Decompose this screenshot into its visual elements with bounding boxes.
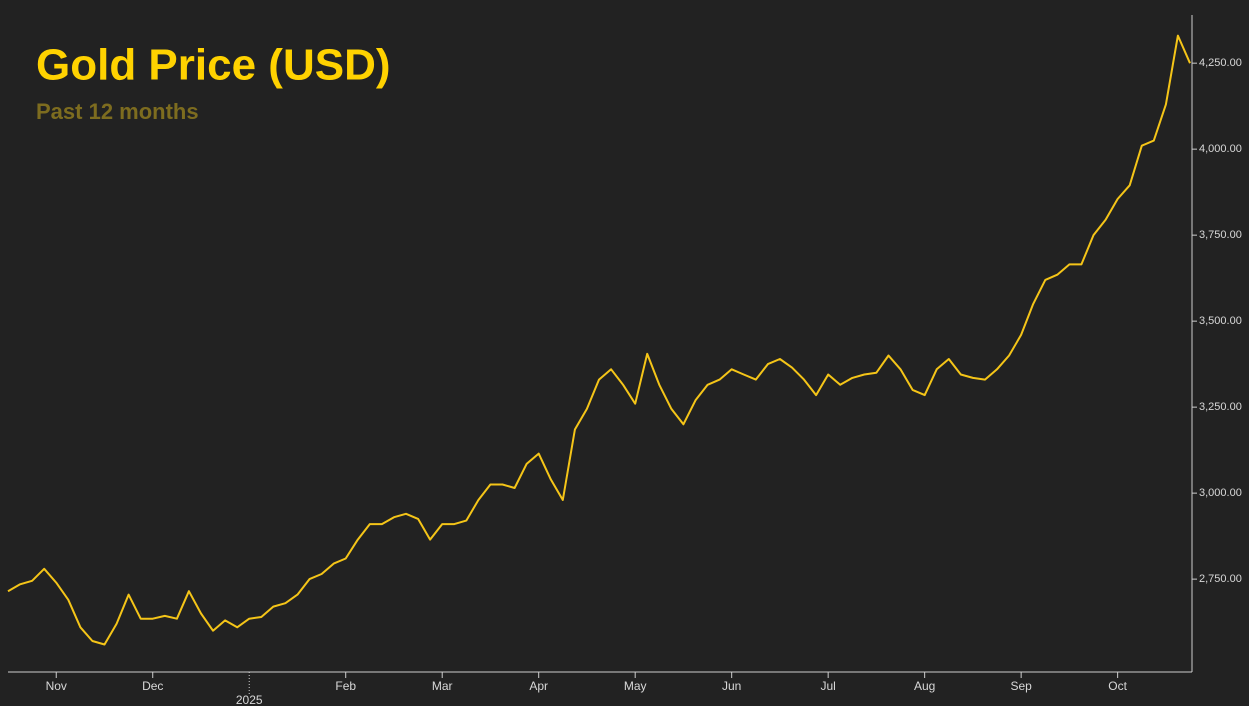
x-tick-label: Oct bbox=[1108, 679, 1127, 693]
chart-subtitle: Past 12 months bbox=[36, 99, 199, 124]
y-tick-label: 3,250.00 bbox=[1199, 401, 1242, 413]
x-tick-label: Apr bbox=[529, 679, 548, 693]
x-tick-label: Nov bbox=[46, 679, 67, 693]
x-tick-label: Jul bbox=[820, 679, 835, 693]
x-tick-label: Mar bbox=[432, 679, 453, 693]
x-tick-label: Dec bbox=[142, 679, 163, 693]
x-tick-label: Feb bbox=[335, 679, 356, 693]
y-tick-label: 3,500.00 bbox=[1199, 315, 1242, 327]
y-tick-label: 2,750.00 bbox=[1199, 573, 1242, 585]
price-line bbox=[7, 34, 1191, 646]
y-tick-label: 4,250.00 bbox=[1199, 57, 1242, 69]
x-tick-label: Sep bbox=[1010, 679, 1032, 693]
x-tick-label: 2025 bbox=[236, 693, 263, 706]
y-tick-label: 3,750.00 bbox=[1199, 229, 1242, 241]
y-tick-label: 4,000.00 bbox=[1199, 143, 1242, 155]
y-tick-label: 3,000.00 bbox=[1199, 487, 1242, 499]
x-tick-label: Jun bbox=[722, 679, 741, 693]
chart-title: Gold Price (USD) bbox=[36, 41, 391, 90]
x-tick-label: May bbox=[624, 679, 647, 693]
x-tick-label: Aug bbox=[914, 679, 935, 693]
